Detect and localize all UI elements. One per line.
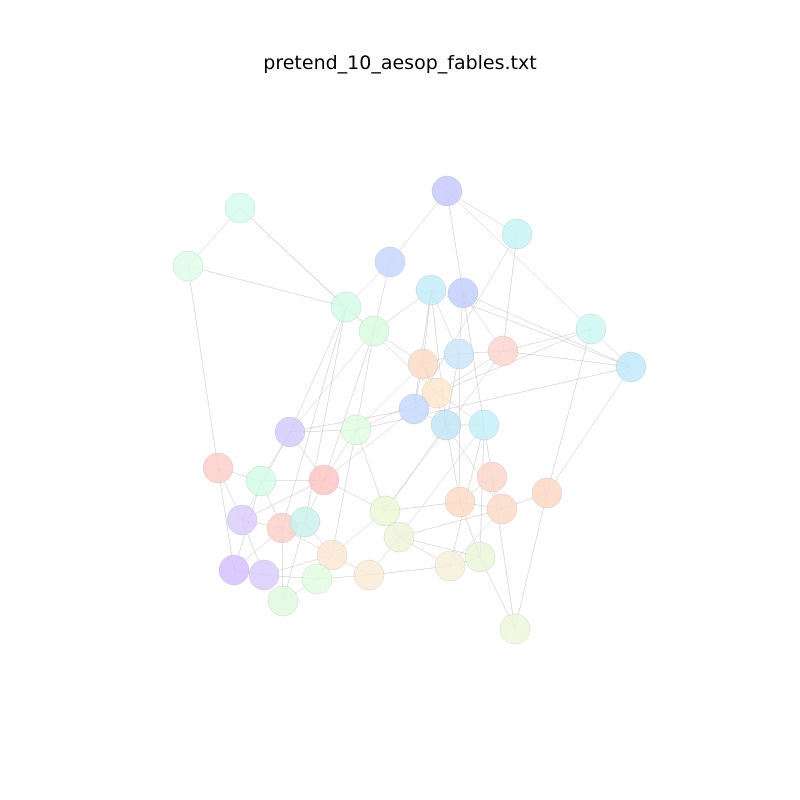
graph-node	[407, 348, 439, 380]
graph-edge	[462, 292, 485, 426]
graph-node	[358, 315, 390, 347]
graph-edge	[217, 467, 235, 571]
graph-node	[501, 218, 533, 250]
graph-edge	[289, 330, 375, 433]
graph-edge	[331, 429, 357, 556]
graph-node	[444, 486, 476, 518]
graph-node	[415, 274, 447, 306]
graph-node	[369, 495, 401, 527]
graph-node	[330, 291, 362, 323]
graph-node	[226, 504, 258, 536]
graph-node	[172, 250, 204, 282]
graph-edge	[281, 306, 347, 529]
graph-edge	[502, 350, 632, 368]
graph-node	[615, 351, 647, 383]
graph-node	[248, 559, 280, 591]
graph-edge	[502, 233, 518, 352]
graph-edge	[446, 190, 464, 294]
graph-edge	[355, 363, 424, 431]
graph-node	[289, 506, 321, 538]
graph-node	[434, 550, 466, 582]
graph-node	[274, 416, 306, 448]
graph-node	[202, 452, 234, 484]
graph-edge	[398, 508, 503, 538]
graph-edge	[241, 479, 325, 521]
graph-node	[340, 414, 372, 446]
graph-edge	[446, 190, 632, 368]
graph-edge	[479, 424, 485, 558]
graph-node	[487, 335, 519, 367]
graph-edge	[355, 366, 632, 431]
graph-node	[499, 613, 531, 645]
graph-node	[398, 393, 430, 425]
graph-node	[476, 461, 508, 493]
graph-edge	[398, 424, 485, 538]
figure-title: pretend_10_aesop_fables.txt	[263, 52, 537, 74]
graph-node	[267, 585, 299, 617]
graph-node	[486, 493, 518, 525]
graph-edge	[546, 366, 632, 494]
graph-node	[383, 521, 415, 553]
graph-node	[316, 539, 348, 571]
graph-node	[464, 541, 496, 573]
graph-node	[468, 409, 500, 441]
graph-edge	[289, 306, 347, 433]
graph-node	[301, 563, 333, 595]
graph-node	[430, 409, 462, 441]
graph-node	[224, 192, 256, 224]
graph-node	[374, 246, 406, 278]
graph-edge	[323, 330, 375, 481]
graph-edge	[187, 265, 347, 308]
node-layer	[172, 175, 647, 645]
graph-node	[575, 313, 607, 345]
graph-node	[353, 559, 385, 591]
graph-edge	[355, 330, 375, 431]
graph-node	[308, 464, 340, 496]
graph-node	[447, 277, 479, 309]
graph-node	[421, 377, 453, 409]
graph-node	[431, 175, 463, 207]
graph-edge	[462, 292, 632, 368]
graph-edge	[514, 492, 548, 630]
graph-edge	[384, 424, 447, 512]
graph-edge	[546, 328, 592, 494]
graph-node	[218, 554, 250, 586]
graph-node	[245, 465, 277, 497]
graph-node	[443, 338, 475, 370]
graph-edge	[187, 265, 219, 469]
graph-edge	[323, 408, 415, 481]
graph-node	[531, 477, 563, 509]
